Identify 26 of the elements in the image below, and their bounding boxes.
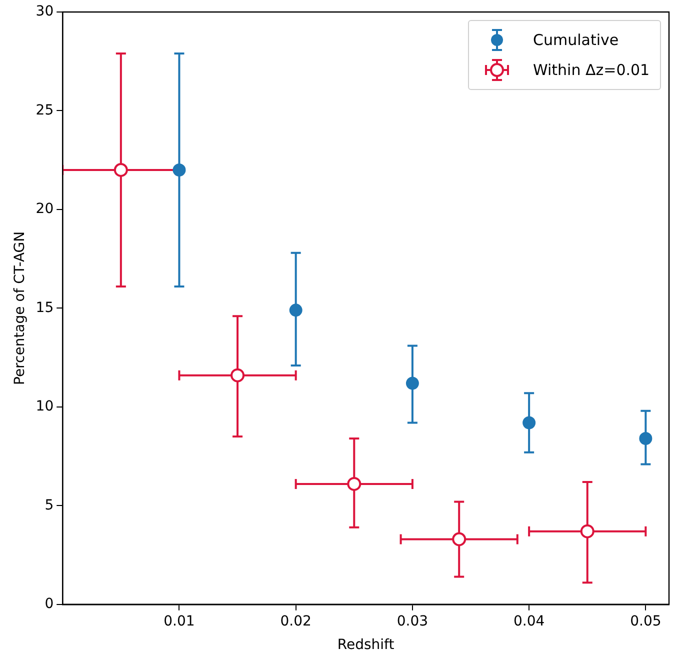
point — [172, 163, 186, 176]
x-axis-title: Redshift — [337, 637, 395, 654]
x-tick-label: 0.05 — [630, 613, 662, 630]
y-tick-label: 0 — [44, 596, 54, 612]
y-tick-label: 5 — [44, 497, 54, 514]
point — [639, 432, 652, 446]
y-tick-label: 10 — [36, 398, 54, 415]
point — [522, 416, 536, 430]
y-tick-label: 15 — [36, 300, 54, 316]
point — [114, 162, 128, 177]
point — [347, 476, 362, 491]
point — [230, 368, 245, 382]
point — [406, 376, 419, 390]
point — [289, 304, 302, 317]
point — [452, 532, 466, 546]
y-tick-label: 30 — [36, 4, 54, 20]
y-axis-title: Percentage of CT-AGN — [12, 231, 28, 385]
x-tick-label: 0.02 — [280, 613, 312, 630]
legend-label: Within Δz=0.01 — [533, 61, 650, 79]
x-tick-label: 0.04 — [513, 613, 545, 630]
x-tick-label: 0.01 — [164, 613, 195, 630]
point — [580, 524, 594, 538]
y-tick-label: 25 — [36, 102, 54, 118]
legend-label: Cumulative — [533, 31, 619, 49]
x-tick-label: 0.03 — [396, 613, 428, 630]
y-tick-label: 20 — [36, 201, 54, 218]
